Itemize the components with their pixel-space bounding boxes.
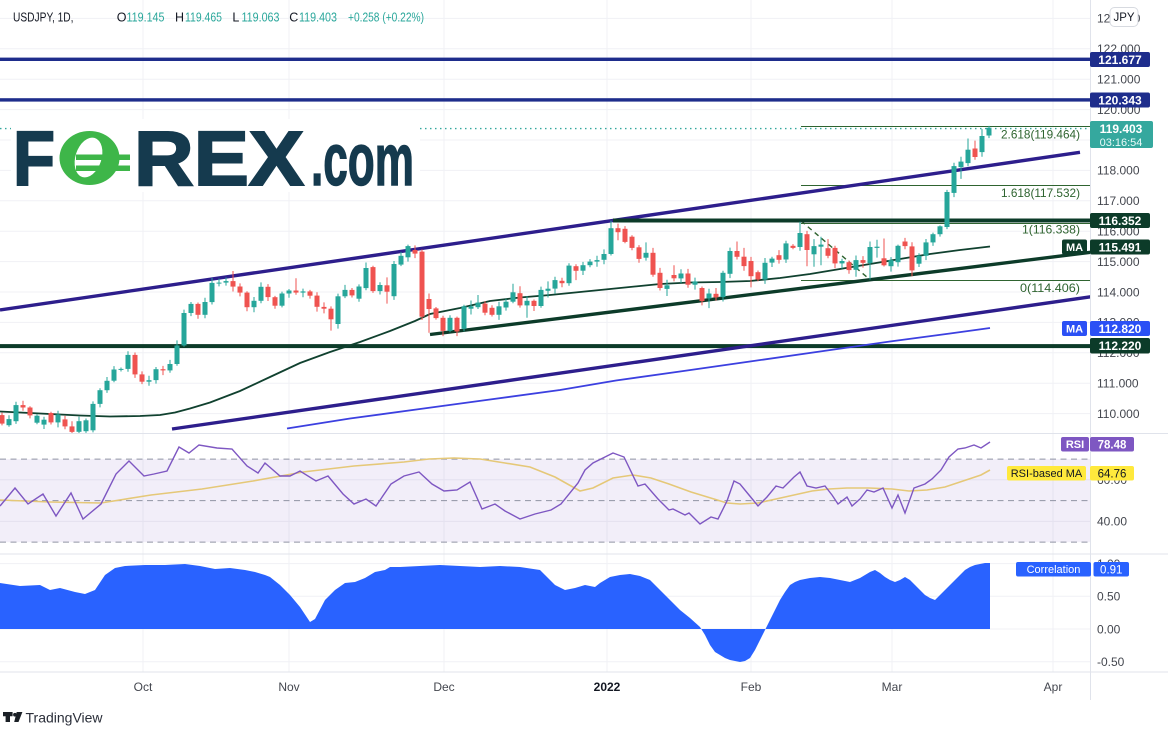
svg-text:78.48: 78.48 (1098, 439, 1127, 451)
svg-text:121.677: 121.677 (1098, 53, 1142, 67)
svg-text:119.403: 119.403 (1100, 122, 1143, 136)
svg-text:115.491: 115.491 (1099, 240, 1142, 254)
svg-text:Feb: Feb (741, 680, 762, 694)
svg-text:03:16:54: 03:16:54 (1100, 137, 1143, 149)
svg-text:117.000: 117.000 (1097, 194, 1140, 208)
svg-text:Mar: Mar (882, 680, 903, 694)
svg-text:114.000: 114.000 (1097, 285, 1140, 299)
svg-text:40.00: 40.00 (1097, 515, 1127, 529)
svg-text:119.403: 119.403 (299, 11, 337, 25)
svg-text:.com: .com (311, 120, 414, 201)
svg-text:2022: 2022 (594, 680, 621, 694)
svg-text:64.76: 64.76 (1098, 468, 1127, 480)
svg-text:115.000: 115.000 (1097, 255, 1140, 269)
svg-text:0(114.406): 0(114.406) (1020, 281, 1080, 295)
svg-text:F: F (13, 116, 55, 202)
svg-text:119.063: 119.063 (242, 11, 280, 25)
svg-text:L: L (232, 11, 239, 25)
svg-text:REX: REX (134, 116, 304, 202)
svg-text:-0.50: -0.50 (1097, 655, 1125, 669)
svg-text:Dec: Dec (433, 680, 454, 694)
svg-text:C: C (289, 11, 298, 25)
svg-text:RSI: RSI (1066, 439, 1084, 451)
svg-text:MA: MA (1066, 323, 1083, 335)
svg-text:1.618(117.532): 1.618(117.532) (1001, 186, 1080, 200)
svg-text:119.145: 119.145 (127, 11, 165, 25)
svg-text:119.465: 119.465 (185, 11, 222, 25)
svg-text:1(116.338): 1(116.338) (1022, 222, 1080, 236)
svg-text:Nov: Nov (278, 680, 299, 694)
svg-text:RSI-based MA: RSI-based MA (1011, 468, 1083, 480)
svg-text:USDJPY, 1D,: USDJPY, 1D, (13, 11, 74, 25)
svg-text:H: H (175, 11, 184, 25)
svg-text:121.000: 121.000 (1097, 73, 1141, 87)
svg-text:Apr: Apr (1044, 680, 1063, 694)
svg-text:MA: MA (1066, 242, 1083, 254)
svg-text:110.000: 110.000 (1097, 407, 1140, 421)
svg-text:116.352: 116.352 (1099, 214, 1142, 228)
svg-text:Correlation: Correlation (1027, 564, 1081, 576)
svg-text:112.220: 112.220 (1099, 339, 1142, 353)
svg-text:O: O (117, 11, 127, 25)
svg-text:0.00: 0.00 (1097, 622, 1121, 636)
svg-text:TradingView: TradingView (26, 710, 104, 726)
svg-text:Oct: Oct (134, 680, 153, 694)
svg-text:111.000: 111.000 (1097, 377, 1139, 391)
svg-text:120.343: 120.343 (1098, 93, 1142, 107)
svg-text:118.000: 118.000 (1097, 164, 1140, 178)
svg-text:0.91: 0.91 (1100, 564, 1122, 576)
svg-text:JPY: JPY (1113, 12, 1134, 24)
svg-text:112.820: 112.820 (1099, 322, 1142, 336)
svg-text:2.618(119.464): 2.618(119.464) (1001, 127, 1080, 141)
svg-text:0.50: 0.50 (1097, 590, 1121, 604)
svg-text:+0.258 (+0.22%): +0.258 (+0.22%) (348, 11, 424, 25)
